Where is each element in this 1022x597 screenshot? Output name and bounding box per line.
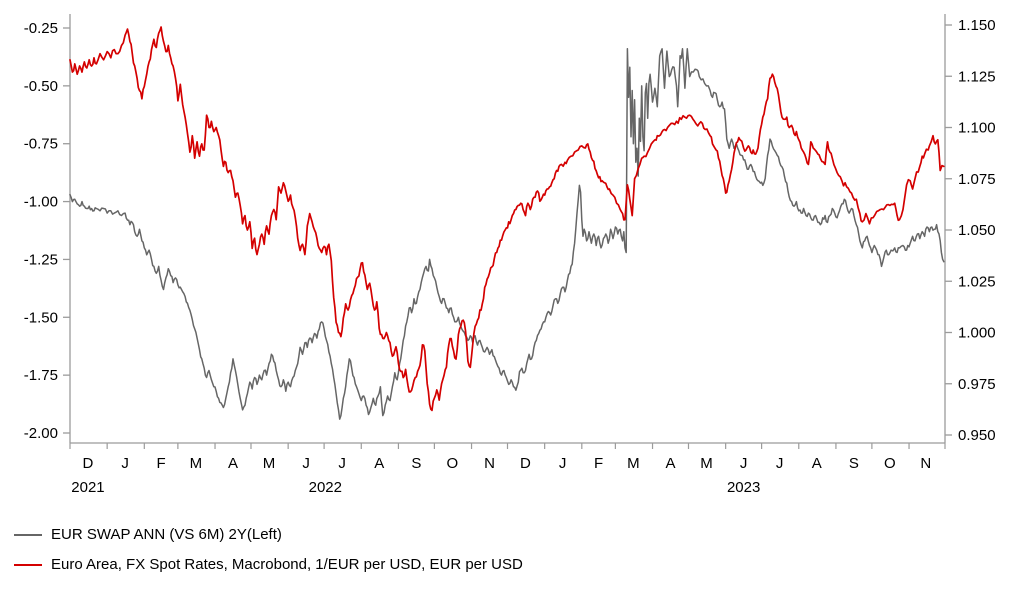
x-axis-month-label: D (83, 455, 94, 472)
legend-item-eur-swap: EUR SWAP ANN (VS 6M) 2Y(Left) (14, 522, 523, 547)
chart-legend: EUR SWAP ANN (VS 6M) 2Y(Left) Euro Area,… (14, 522, 523, 577)
x-axis-month-label: F (594, 455, 603, 472)
x-axis-month-label: J (302, 455, 310, 472)
x-axis-year-label: 2023 (727, 479, 760, 496)
left-axis-tick-label: -1.75 (24, 367, 58, 384)
x-axis-month-label: D (520, 455, 531, 472)
x-axis-month-label: A (374, 455, 384, 472)
series-line-fx-spot (69, 26, 945, 412)
left-axis-tick-label: -1.25 (24, 251, 58, 268)
right-axis-tick-label: 1.125 (958, 68, 996, 85)
left-axis-tick-label: -0.50 (24, 78, 58, 95)
x-axis-month-label: N (920, 455, 931, 472)
right-axis-tick-label: 1.075 (958, 171, 996, 188)
x-axis-month-label: S (849, 455, 859, 472)
x-axis-month-label: J (338, 455, 346, 472)
right-axis-tick-label: 0.950 (958, 427, 996, 444)
right-axis-tick-label: 0.975 (958, 376, 996, 393)
x-axis-month-label: J (559, 455, 567, 472)
legend-line-swatch-gray (14, 533, 42, 536)
right-axis (945, 24, 952, 436)
legend-label-fx-spot: Euro Area, FX Spot Rates, Macrobond, 1/E… (51, 556, 523, 573)
x-axis-month-label: O (884, 455, 896, 472)
legend-label-eur-swap: EUR SWAP ANN (VS 6M) 2Y(Left) (51, 526, 282, 543)
left-axis-tick-label: -0.75 (24, 136, 58, 153)
x-axis-month-label: M (190, 455, 203, 472)
x-axis-month-label: J (776, 455, 784, 472)
x-axis-month-label: O (447, 455, 459, 472)
left-axis-tick-label: -1.00 (24, 194, 58, 211)
x-axis-month-label: J (121, 455, 129, 472)
right-axis-tick-label: 1.000 (958, 325, 996, 342)
legend-item-fx-spot: Euro Area, FX Spot Rates, Macrobond, 1/E… (14, 552, 523, 577)
left-axis-tick-label: -0.25 (24, 20, 58, 37)
x-axis-month-label: F (157, 455, 166, 472)
right-axis-tick-label: 1.050 (958, 222, 996, 239)
legend-line-swatch-red (14, 563, 42, 566)
x-axis-month-label: A (812, 455, 822, 472)
x-axis-month-label: A (666, 455, 676, 472)
x-axis-year-label: 2022 (309, 479, 342, 496)
right-axis-tick-label: 1.025 (958, 273, 996, 290)
x-axis-month-label: M (263, 455, 276, 472)
left-axis-tick-label: -1.50 (24, 309, 58, 326)
x-axis-month-label: A (228, 455, 238, 472)
x-axis-month-label: J (740, 455, 748, 472)
x-axis-month-label: M (627, 455, 640, 472)
left-axis (63, 27, 70, 434)
right-axis-tick-label: 1.150 (958, 17, 996, 34)
x-axis-month-label: S (411, 455, 421, 472)
x-axis-month-label: N (484, 455, 495, 472)
x-axis-year-label: 2021 (71, 479, 104, 496)
x-axis-month-label: M (700, 455, 713, 472)
left-axis-tick-label: -2.00 (24, 425, 58, 442)
right-axis-tick-label: 1.100 (958, 120, 996, 137)
series-line-eur-swap (69, 48, 945, 420)
x-axis (69, 443, 946, 449)
